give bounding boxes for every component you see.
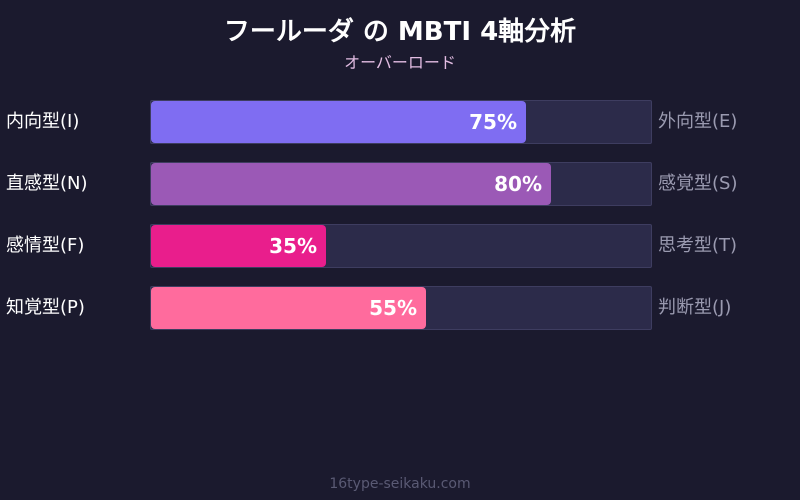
axis-left-label: 知覚型(P) [6, 297, 85, 318]
axis-left-label: 感情型(F) [6, 235, 85, 256]
chart-title: フールーダ の MBTI 4軸分析 [223, 17, 577, 47]
axis-right-label: 外向型(E) [658, 111, 738, 132]
bar-value-label: 80% [494, 172, 542, 196]
bar-track: 75% [150, 100, 652, 144]
axis-right-label: 判断型(J) [658, 297, 732, 318]
bar-row: 知覚型(P) 55% 判断型(J) [0, 286, 800, 330]
bar-value-label: 75% [469, 110, 517, 134]
bar [151, 101, 526, 143]
axis-left-label: 内向型(I) [6, 111, 80, 132]
bar [151, 225, 326, 267]
bar [151, 287, 426, 329]
bar-row: 内向型(I) 75% 外向型(E) [0, 100, 800, 144]
axis-right-label: 感覚型(S) [658, 173, 738, 194]
bar [151, 163, 551, 205]
bar-track: 80% [150, 162, 652, 206]
axis-right-label: 思考型(T) [658, 235, 738, 256]
bar-row: 直感型(N) 80% 感覚型(S) [0, 162, 800, 206]
bar-value-label: 55% [369, 296, 417, 320]
chart-subtitle: オーバーロード [344, 53, 456, 72]
bar-row: 感情型(F) 35% 思考型(T) [0, 224, 800, 268]
axis-left-label: 直感型(N) [6, 173, 88, 194]
watermark: 16type-seikaku.com [329, 476, 471, 492]
bar-track: 35% [150, 224, 652, 268]
bar-track: 55% [150, 286, 652, 330]
bar-value-label: 35% [269, 234, 317, 258]
